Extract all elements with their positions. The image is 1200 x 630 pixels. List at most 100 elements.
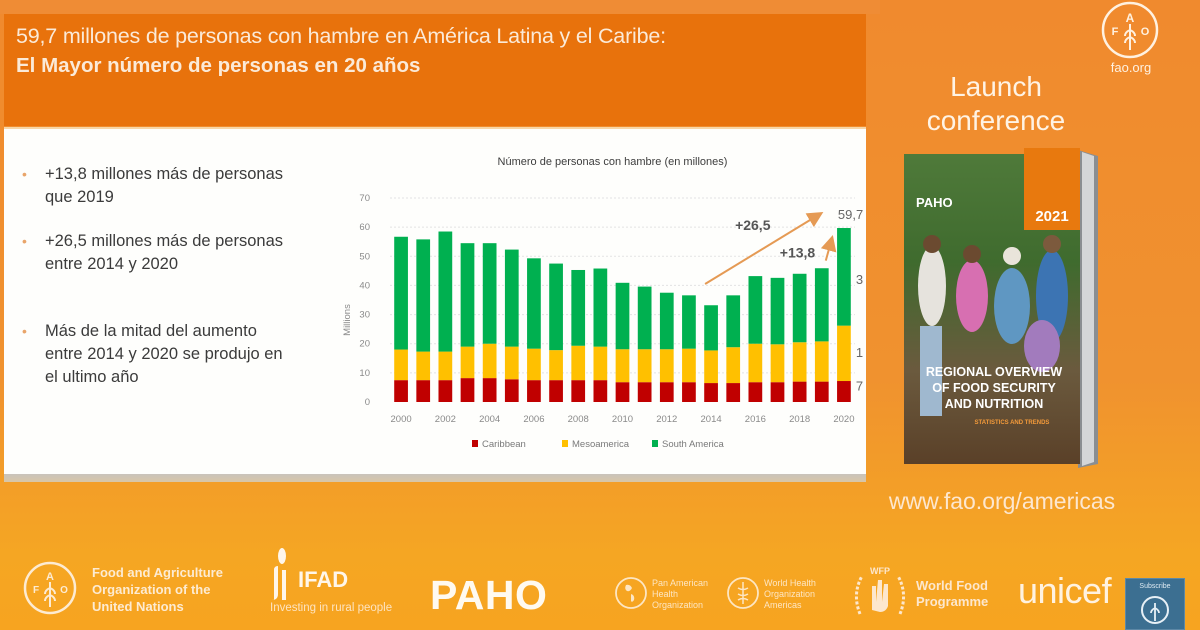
bar-segment-mesoamerica <box>394 349 408 381</box>
bullet-icon: • <box>22 323 27 339</box>
bar-segment-caribbean <box>770 382 785 402</box>
bar-segment-mesoamerica <box>814 341 829 382</box>
report-title-line: AND NUTRITION <box>945 397 1044 411</box>
bar-segment-south-america <box>615 282 630 350</box>
launch-line: conference <box>926 105 1066 136</box>
top-strip <box>0 0 880 14</box>
bar-segment-caribbean <box>659 382 674 402</box>
report-subtitle: STATISTICS AND TRENDS <box>975 420 1050 426</box>
bar-segment-mesoamerica <box>615 349 630 383</box>
legend-label: Caribbean <box>482 439 526 450</box>
who-subtitle: World Health Organization Americas <box>764 578 816 611</box>
bar-segment-caribbean <box>460 378 475 402</box>
chart-svg: Número de personas con hambre (en millon… <box>342 156 863 450</box>
who-subtitle-line: Organization <box>764 589 816 599</box>
bar-segment-south-america <box>549 263 563 351</box>
legend-swatch <box>562 440 568 447</box>
paho-subtitle-line: Health <box>652 589 679 599</box>
chart-title: Número de personas con hambre (en millon… <box>498 156 728 168</box>
wfp-name: World Food Programme <box>916 578 988 610</box>
subscribe-label: Subscribe <box>1139 583 1171 590</box>
y-axis-label: Millions <box>342 304 353 336</box>
bar-segment-south-america <box>726 295 741 348</box>
report-year: 2021 <box>1035 208 1068 225</box>
bar-segment-caribbean <box>615 382 630 402</box>
slide-body: • +13,8 millones más de personas que 201… <box>4 127 866 477</box>
bar-segment-south-america <box>748 276 763 344</box>
bar-segment-caribbean <box>837 381 851 402</box>
website-link[interactable]: www.fao.org/americas <box>888 488 1116 514</box>
x-tick-label: 2000 <box>391 414 412 425</box>
legend-swatch <box>472 440 478 447</box>
bar-segment-caribbean <box>571 380 586 402</box>
who-emblem-icon <box>727 577 759 609</box>
bar-segment-caribbean <box>682 382 696 402</box>
report-cover-image: 2021 PAHO REGIONAL OVERVIEW OF FOOD SECU… <box>904 148 1098 468</box>
bullet-text: que 2019 <box>45 188 114 206</box>
fao-name-line: Organization of the <box>92 582 211 597</box>
bullet-item: • +13,8 millones más de personas que 201… <box>22 163 342 209</box>
report-title-line: OF FOOD SECURITY <box>932 381 1056 395</box>
bar-segment-south-america <box>837 228 851 326</box>
fao-org-link[interactable]: fao.org <box>1110 60 1152 75</box>
bar-segment-caribbean <box>748 382 763 402</box>
bullet-text: entre 2014 y 2020 se produjo en <box>45 345 283 363</box>
bar-segment-south-america <box>814 268 829 342</box>
bar-segment-mesoamerica <box>659 349 674 383</box>
ifad-tagline: Investing in rural people <box>270 602 393 614</box>
slide-header: 59,7 millones de personas con hambre en … <box>4 14 866 126</box>
bar-segment-south-america <box>527 258 541 349</box>
who-subtitle-line: Americas <box>764 600 802 610</box>
bar-segment-mesoamerica <box>748 343 763 383</box>
report-publisher: PAHO <box>916 195 953 210</box>
bar-segment-mesoamerica <box>504 346 519 380</box>
partner-logos-bar: A F O Food and Agriculture Organization … <box>0 540 1200 630</box>
bar-segment-mesoamerica <box>837 325 851 382</box>
bullet-item: • +26,5 millones más de personas entre 2… <box>22 230 342 276</box>
svg-text:A: A <box>46 571 54 583</box>
bar-segment-mesoamerica <box>549 350 563 381</box>
svg-text:F: F <box>1112 26 1119 38</box>
svg-text:O: O <box>1141 26 1150 38</box>
y-tick-label: 10 <box>359 368 370 379</box>
bar-segment-mesoamerica <box>593 346 608 381</box>
svg-text:A: A <box>1126 11 1135 25</box>
annotation-label: +26,5 <box>735 217 771 233</box>
bar-segment-south-america <box>792 273 807 343</box>
bullet-icon: • <box>22 166 27 182</box>
bar-segment-south-america <box>659 292 674 350</box>
legend-swatch <box>652 440 658 447</box>
legend-label: Mesoamerica <box>572 439 630 450</box>
paho-subtitle-line: Organization <box>652 600 704 610</box>
bar-segment-mesoamerica <box>438 351 453 381</box>
bar-segment-mesoamerica <box>726 347 741 384</box>
bar-segment-south-america <box>394 236 408 350</box>
bar-segment-caribbean <box>504 379 519 402</box>
bar-segment-caribbean <box>416 380 431 402</box>
bar-segment-mesoamerica <box>682 348 696 383</box>
x-tick-label: 2010 <box>612 414 633 425</box>
annotation-arrow <box>820 234 837 261</box>
annotation-label: +13,8 <box>780 245 816 261</box>
wfp-emblem-icon: WFP <box>855 566 905 615</box>
bullet-text: Más de la mitad del aumento <box>45 322 257 340</box>
svg-text:O: O <box>60 585 68 596</box>
bullet-item: • Más de la mitad del aumento entre 2014… <box>22 320 342 389</box>
bar-segment-south-america <box>504 249 519 347</box>
x-tick-label: 2014 <box>701 414 722 425</box>
y-tick-label: 70 <box>359 193 370 204</box>
fao-emblem-icon: A F O <box>23 561 77 615</box>
bar-segment-south-america <box>637 286 652 350</box>
y-tick-label: 30 <box>359 310 370 321</box>
fao-name-line: United Nations <box>92 599 184 614</box>
fao-emblem-icon: A F O <box>1101 1 1159 59</box>
svg-text:F: F <box>33 585 39 596</box>
bar-segment-mesoamerica <box>770 344 785 383</box>
subscribe-button[interactable]: Subscribe <box>1125 578 1185 630</box>
annotation-arrow <box>704 211 824 285</box>
bar-segment-mesoamerica <box>527 348 541 381</box>
report-title-line: REGIONAL OVERVIEW <box>926 365 1063 379</box>
slide-subtitle: El Mayor número de personas en 20 años <box>16 54 421 77</box>
bar-segment-caribbean <box>549 380 563 402</box>
paho-subtitle: Pan American Health Organization <box>652 578 708 611</box>
